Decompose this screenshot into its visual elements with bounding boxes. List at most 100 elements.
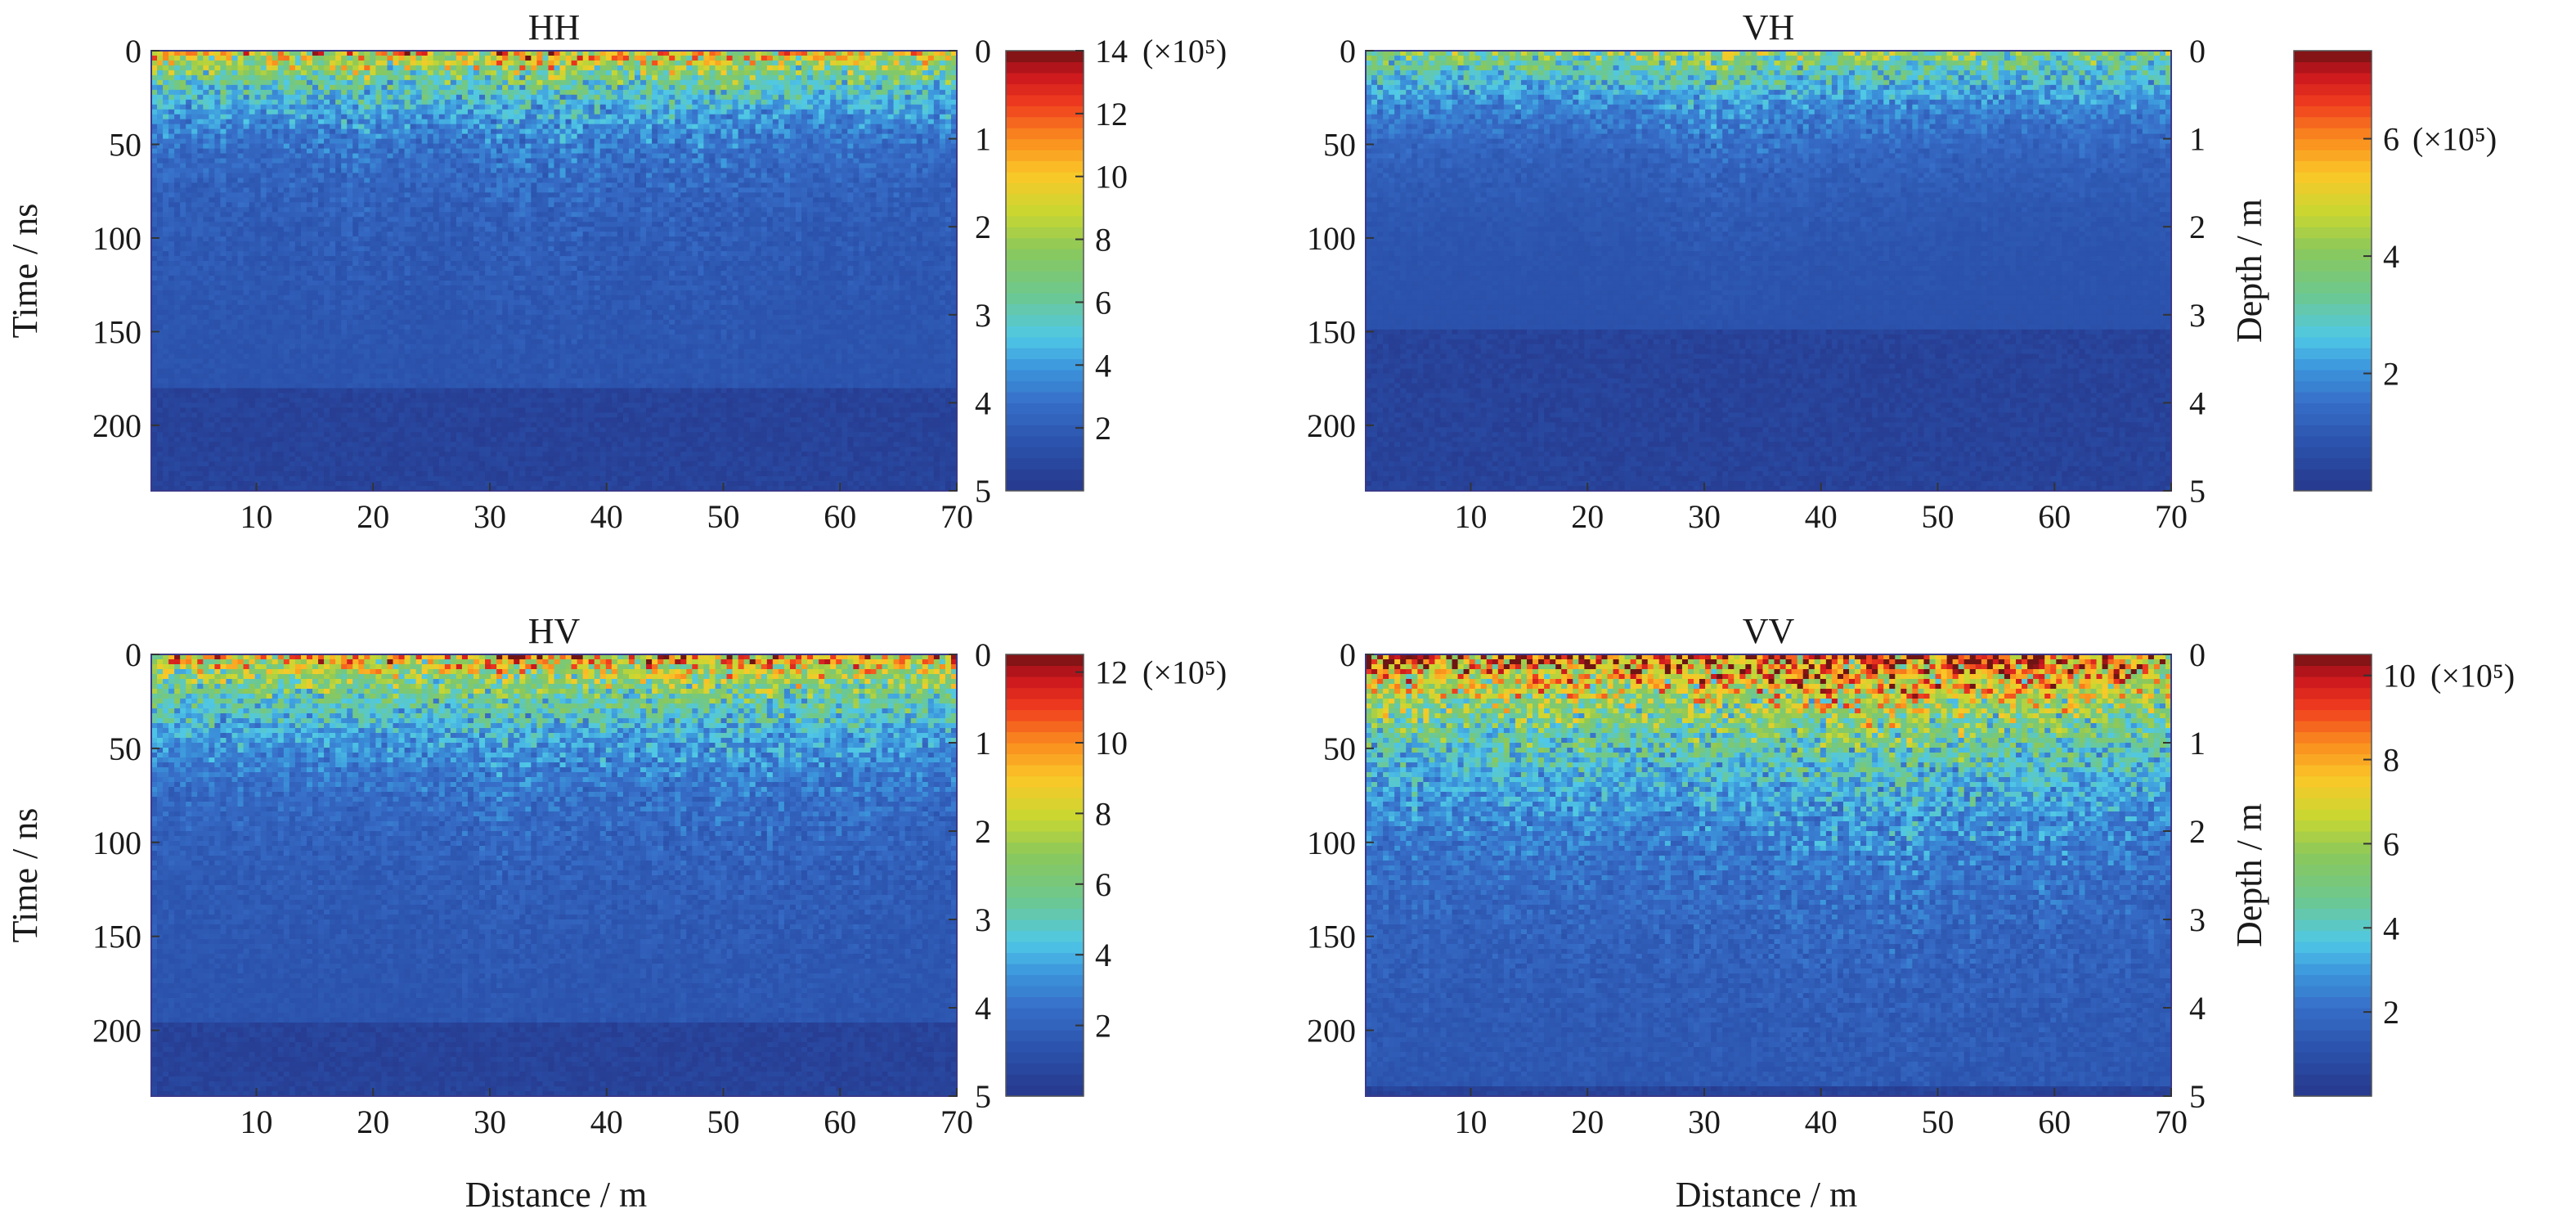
heatmap-cell [330,149,336,155]
heatmap-cell [295,129,302,135]
heatmap-cell [307,325,313,330]
heatmap-cell [209,432,215,438]
heatmap-cell [197,124,204,130]
heatmap-cell [318,231,325,237]
heatmap-cell [157,154,164,160]
heatmap-cell [272,388,279,393]
heatmap-cell [203,330,209,335]
heatmap-cell [289,61,296,66]
heatmap-cell [191,281,198,286]
heatmap-cell [203,144,209,150]
heatmap-cell [238,154,245,160]
heatmap-cell [255,369,262,375]
heatmap-cell [261,364,267,370]
heatmap-cell [157,65,164,71]
heatmap-cell [209,422,215,428]
heatmap-cell [157,129,164,135]
heatmap-cell [226,222,232,227]
heatmap-cell [341,276,348,281]
heatmap-cell [335,393,342,398]
heatmap-cell [163,285,169,291]
heatmap-cell [255,100,262,106]
heatmap-cell [226,178,232,183]
heatmap-cell [261,222,267,227]
heatmap-cell [151,119,158,125]
heatmap-cell [174,339,181,345]
heatmap-cell [168,231,175,237]
heatmap-cell [157,335,164,340]
heatmap-cell [312,427,319,433]
heatmap-cell [255,246,262,252]
heatmap-cell [289,124,296,130]
heatmap-cell [232,388,239,393]
heatmap-cell [180,402,186,408]
heatmap-cell [226,144,232,150]
heatmap-cell [347,330,353,335]
heatmap-cell [151,124,158,130]
heatmap-cell [284,231,290,237]
heatmap-cell [168,85,175,91]
heatmap-cell [358,197,365,203]
heatmap-cell [301,388,307,393]
heatmap-cell [289,80,296,86]
heatmap-cell [312,335,319,340]
heatmap-cell [151,56,158,61]
heatmap-cell [335,330,342,335]
heatmap-cell [301,281,307,286]
heatmap-cell [255,56,262,61]
heatmap-cell [232,422,239,428]
heatmap-cell [335,236,342,242]
heatmap-cell [220,320,227,326]
heatmap-cell [214,369,221,375]
heatmap-cell [301,330,307,335]
heatmap-cell [168,197,175,203]
heatmap-cell [272,330,279,335]
heatmap-cell [168,452,175,457]
heatmap-cell [255,168,262,173]
heatmap-cell [214,70,221,76]
heatmap-cell [330,290,336,296]
heatmap-cell [347,100,353,106]
heatmap-cell [358,325,365,330]
heatmap-cell [249,222,256,227]
heatmap-cell [238,476,245,482]
heatmap-cell [163,119,169,125]
heatmap-cell [163,251,169,257]
heatmap-cell [272,320,279,326]
heatmap-cell [284,217,290,222]
heatmap-cell [151,471,158,477]
heatmap-cell [312,90,319,96]
heatmap-cell [220,222,227,227]
heatmap-cell [163,144,169,150]
heatmap-cell [301,432,307,438]
heatmap-cell [203,354,209,360]
heatmap-cell [186,251,192,257]
heatmap-cell [203,422,209,428]
heatmap-cell [289,354,296,360]
heatmap-cell [284,75,290,81]
heatmap-cell [203,217,209,222]
heatmap-cell [267,261,273,267]
heatmap-cell [180,437,186,443]
heatmap-cell [203,182,209,188]
heatmap-cell [261,471,267,477]
heatmap-cell [168,437,175,443]
heatmap-cell [312,182,319,188]
heatmap-cell [352,335,359,340]
heatmap-cell [289,256,296,262]
heatmap-cell [163,266,169,272]
heatmap-cell [238,202,245,208]
heatmap-cell [330,417,336,423]
heatmap-cell [186,100,192,106]
heatmap-cell [174,471,181,477]
heatmap-cell [324,466,330,472]
heatmap-cell [307,85,313,91]
heatmap-cell [244,310,250,316]
heatmap-cell [312,159,319,164]
heatmap-cell [238,236,245,242]
heatmap-cell [347,56,353,61]
heatmap-cell [261,90,267,96]
heatmap-cell [168,56,175,61]
heatmap-cell [180,412,186,418]
heatmap-cell [174,192,181,198]
